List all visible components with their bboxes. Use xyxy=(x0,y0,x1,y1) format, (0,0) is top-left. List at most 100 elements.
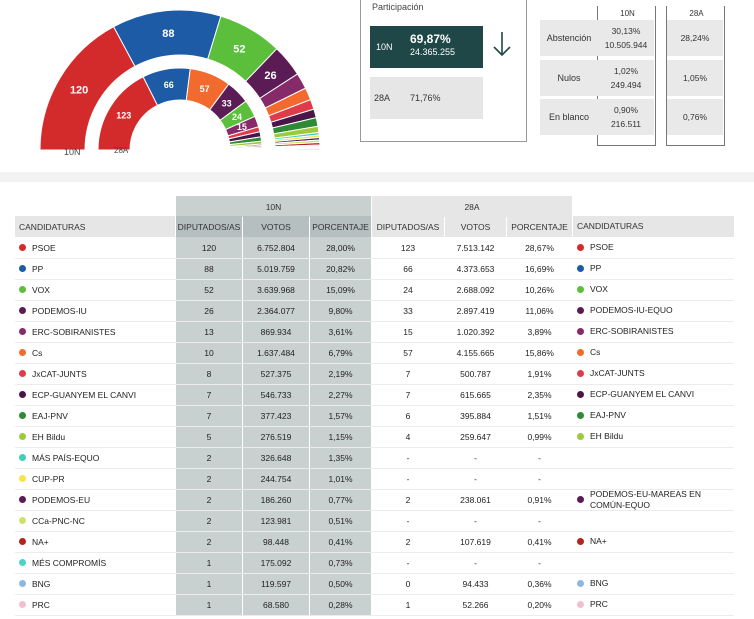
header-porcentaje-28a: PORCENTAJE xyxy=(507,216,572,237)
party-color-dot xyxy=(19,412,26,419)
blank-votes-28a-pct: 0,76% xyxy=(682,112,708,122)
votes-10n-cell: 175.092 xyxy=(243,552,309,573)
seats-28a-cell: 123 xyxy=(400,242,416,253)
votes-28a-cell: - xyxy=(474,452,477,463)
party-color-dot xyxy=(19,349,26,356)
seats-10n-cell: 120 xyxy=(176,237,242,258)
outer-seat-label: 120 xyxy=(70,85,88,97)
party-color-dot xyxy=(19,538,26,545)
candidate-name: JxCAT-JUNTS xyxy=(32,368,87,379)
inner-seat-label: 15 xyxy=(237,122,247,132)
party-color-dot xyxy=(577,496,584,503)
candidate-cell: VOX xyxy=(15,279,175,300)
votes-10n-cell: 326.648 xyxy=(243,447,309,468)
seats-10n-cell: 5 xyxy=(176,426,242,447)
percent-10n-cell: 28,00% xyxy=(310,237,371,258)
seats-10n-cell: 8 xyxy=(176,363,242,384)
party-color-dot xyxy=(19,307,26,314)
blank-votes-10n-cell: 0,90% 216.511 xyxy=(598,99,654,135)
percent-10n-cell: 1,57% xyxy=(310,405,371,426)
candidate-cell: ERC-SOBIRANISTES xyxy=(15,321,175,342)
candidate-name: PP xyxy=(32,263,44,274)
table-row: CCa-PNC-NC 2 123.981 0,51% - - - xyxy=(15,510,735,531)
seats-28a-cell: 15 xyxy=(403,326,413,337)
candidate-28a-cell: EAJ-PNV xyxy=(573,405,734,426)
seats-28a-cell: 7 xyxy=(405,389,411,400)
hemicycle-28a-label: 28A xyxy=(114,146,129,155)
abstention-28a-column: 28A xyxy=(666,6,725,146)
inner-seat-segment xyxy=(229,148,263,150)
percent-28a-cell: 16,69% xyxy=(525,263,554,274)
header-votos-28a: VOTOS xyxy=(445,216,506,237)
percent-28a-cell: 15,86% xyxy=(525,347,554,358)
percent-28a-cell: 10,26% xyxy=(525,284,554,295)
row-divider xyxy=(15,300,734,301)
participation-10n-votes: 24.365.255 xyxy=(410,47,456,57)
party-color-dot xyxy=(19,580,26,587)
inner-seat-label: 24 xyxy=(232,112,242,122)
candidate-name: PRC xyxy=(32,599,50,610)
candidate-28a-cell: VOX xyxy=(573,279,734,300)
participation-28a-label: 28A xyxy=(374,93,391,103)
candidate-name: EAJ-PNV xyxy=(32,410,68,421)
seats-28a-cell: 2 xyxy=(405,494,411,505)
party-color-dot xyxy=(19,370,26,377)
seats-28a-cell: 66 xyxy=(403,263,413,274)
outer-seat-label: 52 xyxy=(233,43,245,55)
candidate-cell: MÁS PAÍS-EQUO xyxy=(15,447,175,468)
percent-28a-cell: - xyxy=(538,473,541,484)
participation-28a-card: 28A 71,76% xyxy=(370,77,483,119)
votes-28a-cell: 4.155.665 xyxy=(456,347,495,358)
percent-10n-cell: 1,35% xyxy=(310,447,371,468)
percent-10n-cell: 15,09% xyxy=(310,279,371,300)
table-row: PODEMOS-IU 26 2.364.077 9,80% 33 2.897.419 11,… xyxy=(15,300,735,321)
percent-10n-cell: 0,41% xyxy=(310,531,371,552)
seats-10n-cell: 2 xyxy=(176,531,242,552)
seats-10n-cell: 1 xyxy=(176,573,242,594)
seats-10n-cell: 2 xyxy=(176,468,242,489)
party-color-dot xyxy=(19,601,26,608)
table-row: ERC-SOBIRANISTES 13 869.934 3,61% 15 1.020.39… xyxy=(15,321,735,342)
candidate-name: BNG xyxy=(32,578,51,589)
candidate-cell: Cs xyxy=(15,342,175,363)
table-row: EAJ-PNV 7 377.423 1,57% 6 395.884 1,51% EAJ-PNV xyxy=(15,405,735,426)
votes-28a-cell: 500.787 xyxy=(460,368,491,379)
candidate-name-28a: EH Bildu xyxy=(590,431,624,441)
table-row: PRC 1 68.580 0,28% 1 52.266 0,20% PRC xyxy=(15,594,735,615)
candidate-name: CCa-PNC-NC xyxy=(32,515,85,526)
votes-28a-cell: - xyxy=(474,557,477,568)
candidate-name: ERC-SOBIRANISTES xyxy=(32,326,116,337)
table-row: EH Bildu 5 276.519 1,15% 4 259.647 0,99% EH Bil… xyxy=(15,426,735,447)
abstention-10n-header: 10N xyxy=(620,9,635,18)
percent-10n-cell: 0,77% xyxy=(310,489,371,510)
votes-10n-cell: 527.375 xyxy=(243,363,309,384)
participation-title: Participación xyxy=(369,2,427,12)
null-votes-10n-cell: 1,02% 249.494 xyxy=(598,60,654,96)
participation-box: Participación 10N 69,87% 24.365.255 28A … xyxy=(360,0,527,142)
inner-seat-label: 66 xyxy=(164,80,174,90)
votes-28a-cell: 238.061 xyxy=(460,494,491,505)
percent-10n-cell: 1,15% xyxy=(310,426,371,447)
votes-10n-cell: 3.639.968 xyxy=(243,279,309,300)
votes-28a-cell: 7.513.142 xyxy=(456,242,495,253)
votes-10n-cell: 377.423 xyxy=(243,405,309,426)
candidate-cell: NA+ xyxy=(15,531,175,552)
row-divider xyxy=(15,363,734,364)
abstention-28a-cell: 28,24% xyxy=(667,20,723,56)
candidate-name-28a: PSOE xyxy=(590,242,614,252)
seats-10n-cell: 1 xyxy=(176,594,242,615)
blank-votes-10n-votes: 216.511 xyxy=(610,119,642,129)
candidate-28a-cell: PSOE xyxy=(573,237,734,258)
candidate-name: CUP-PR xyxy=(32,473,65,484)
percent-28a-cell: 0,20% xyxy=(527,599,552,610)
seats-10n-cell: 7 xyxy=(176,405,242,426)
percent-10n-cell: 2,19% xyxy=(310,363,371,384)
participation-10n-label: 10N xyxy=(376,42,393,52)
seats-10n-cell: 7 xyxy=(176,384,242,405)
candidate-name-28a: PRC xyxy=(590,599,608,609)
row-divider xyxy=(15,615,734,616)
votes-28a-cell: 259.647 xyxy=(460,431,491,442)
votes-10n-cell: 2.364.077 xyxy=(243,300,309,321)
candidate-28a-cell xyxy=(573,552,734,573)
candidate-28a-cell: NA+ xyxy=(573,531,734,552)
